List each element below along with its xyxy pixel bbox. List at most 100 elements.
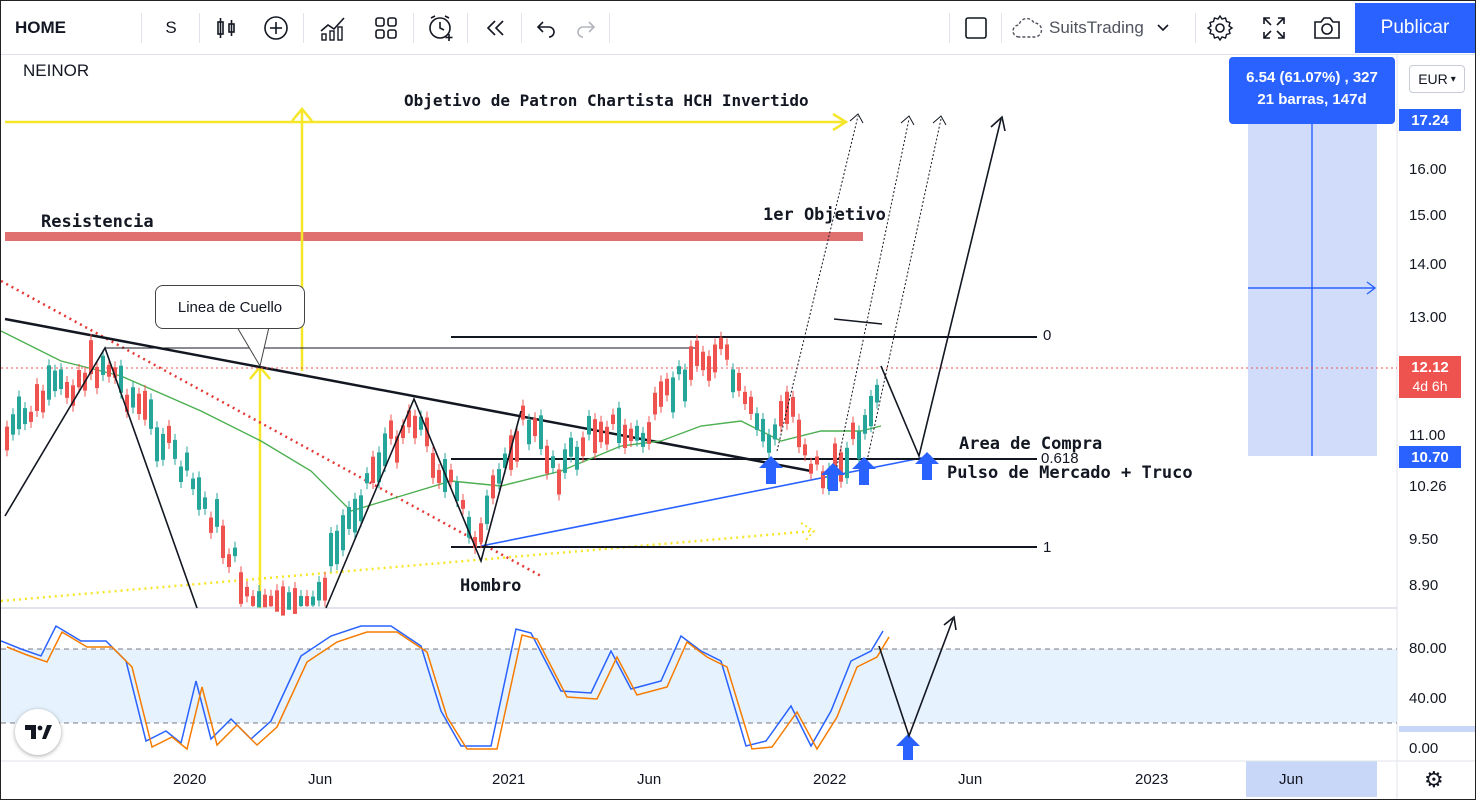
- candle-body: [515, 431, 519, 462]
- candle-body: [179, 466, 183, 483]
- candle-body: [665, 378, 669, 396]
- candle-body: [149, 399, 153, 429]
- time-axis-label: Jun: [1279, 771, 1304, 788]
- candle-body: [455, 481, 459, 502]
- callout-pointer: [236, 326, 270, 368]
- candle-body: [587, 415, 591, 435]
- publish-button[interactable]: Publicar: [1355, 3, 1475, 53]
- undo-icon[interactable]: [531, 1, 561, 54]
- candle-body: [779, 401, 783, 427]
- fib-label-0: 0: [1043, 327, 1052, 344]
- price-tag-top: 17.24: [1399, 109, 1461, 131]
- fib-label-1: 1: [1043, 539, 1052, 556]
- candle-body: [59, 369, 63, 390]
- settings-icon[interactable]: [1203, 1, 1237, 54]
- osc-projection-arrow-head: [943, 615, 957, 631]
- camera-icon[interactable]: [1309, 1, 1345, 54]
- fullscreen-box-icon[interactable]: [959, 1, 993, 54]
- candle-body: [725, 344, 729, 360]
- candle-body: [29, 411, 33, 422]
- symbol-search-button[interactable]: HOME: [15, 17, 66, 37]
- indicators-icon[interactable]: [315, 1, 351, 54]
- osc-axis-marker: [1399, 726, 1475, 732]
- candle-body: [293, 588, 297, 614]
- candle-body: [113, 367, 117, 378]
- candle-body: [491, 475, 495, 499]
- candle-body: [611, 414, 615, 425]
- yellow-dotted-arrow-head: [800, 522, 816, 543]
- ticker-label: NEINOR: [23, 61, 90, 80]
- replay-icon[interactable]: [479, 1, 513, 54]
- separator: [949, 13, 950, 43]
- candle-body: [815, 456, 819, 465]
- candle-body: [251, 596, 255, 606]
- candle-body: [77, 370, 81, 388]
- currency-selector[interactable]: EUR ▾: [1409, 65, 1465, 93]
- layout-name-button[interactable]: SuitsTrading: [1011, 1, 1191, 54]
- target-arrow-head: [832, 112, 849, 132]
- candle-body: [71, 385, 75, 406]
- tradingview-logo-icon[interactable]: [15, 709, 61, 755]
- price-axis-label: 8.90: [1409, 577, 1439, 594]
- candle-body: [533, 418, 537, 437]
- measure-arrow-head: [1366, 281, 1377, 295]
- candle-body: [863, 415, 867, 434]
- candle-body: [809, 463, 813, 474]
- candle-body: [449, 469, 453, 483]
- candle-body: [233, 547, 237, 557]
- up-arrow-icon: [759, 456, 783, 484]
- candle-body: [563, 449, 567, 473]
- time-axis-label: 2021: [492, 771, 526, 788]
- price-axis-label: 15.00: [1409, 207, 1447, 224]
- time-axis-label: 2023: [1135, 771, 1169, 788]
- layout-grid-icon[interactable]: [369, 1, 403, 54]
- candle-body: [227, 554, 231, 567]
- candle-body: [53, 370, 57, 392]
- interval-button[interactable]: S: [165, 17, 177, 37]
- candle-body: [41, 390, 45, 413]
- time-axis-label: Jun: [958, 771, 983, 788]
- candle-body: [125, 394, 129, 412]
- price-tag-current: 12.12 4d 6h: [1399, 356, 1461, 398]
- zigzag-middle: [325, 396, 522, 609]
- candle-body: [65, 381, 69, 398]
- candle-body: [461, 500, 465, 509]
- candle-body: [833, 443, 837, 474]
- candle-body: [371, 456, 375, 483]
- expand-icon[interactable]: [1257, 1, 1291, 54]
- candle-body: [209, 517, 213, 533]
- redo-icon[interactable]: [571, 1, 601, 54]
- add-indicator-icon[interactable]: [259, 1, 293, 54]
- candle-body: [653, 392, 657, 415]
- candle-body: [473, 537, 477, 548]
- candle-body: [353, 498, 357, 533]
- alert-icon[interactable]: [423, 1, 459, 54]
- separator: [141, 13, 142, 43]
- settings-icon[interactable]: ⚙: [1424, 767, 1444, 792]
- candle-body: [215, 499, 219, 527]
- price-axis-label: 11.00: [1409, 427, 1446, 444]
- candles-icon[interactable]: [209, 1, 243, 54]
- candle-body: [689, 346, 693, 380]
- candle-body: [239, 572, 243, 604]
- cloud-icon: [1012, 17, 1043, 38]
- candle-body: [137, 393, 141, 415]
- candle-body: [305, 596, 309, 606]
- candle-body: [581, 437, 585, 457]
- candle-body: [623, 424, 627, 448]
- candle-body: [95, 366, 99, 389]
- candle-body: [557, 469, 561, 495]
- candle-body: [635, 425, 639, 441]
- buy-area-label: Area de Compra: [959, 434, 1103, 454]
- countdown: 4d 6h: [1412, 378, 1448, 394]
- candle-body: [89, 340, 93, 375]
- up-arrow-icon: [821, 463, 845, 491]
- candle-body: [503, 453, 507, 468]
- candle-body: [281, 586, 285, 616]
- osc-axis-label: 80.00: [1409, 640, 1447, 657]
- price-axis-label: 14.00: [1409, 256, 1447, 273]
- osc-projection: [878, 618, 954, 739]
- candle-body: [593, 419, 597, 454]
- candle-body: [173, 439, 177, 459]
